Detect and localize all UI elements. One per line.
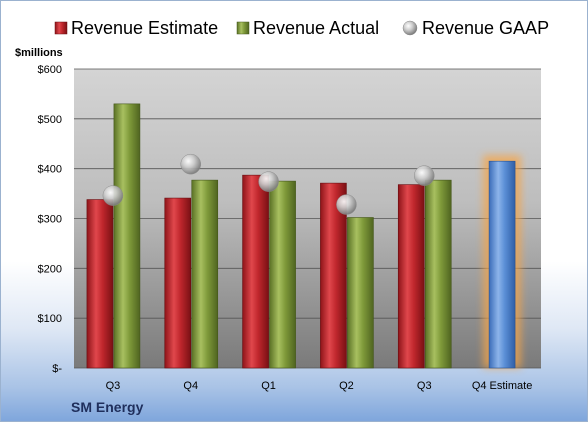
legend-swatch-estimate	[54, 21, 68, 35]
unit-label: $millions	[15, 47, 63, 59]
bar-revenue-estimate	[397, 184, 425, 369]
bar-revenue-actual	[424, 179, 452, 369]
gridlines	[74, 68, 541, 369]
bar-revenue-actual	[191, 179, 219, 369]
y-tick-label: $100	[38, 313, 62, 325]
legend-item-actual: Revenue Actual	[236, 18, 379, 38]
bar-revenue-estimate	[164, 197, 192, 369]
marker-revenue-gaap	[102, 185, 124, 206]
gaap-markers	[102, 153, 435, 215]
marker-revenue-gaap	[414, 165, 435, 186]
legend: Revenue Estimate Revenue Actual Revenue …	[54, 18, 549, 38]
y-tick-label: $200	[38, 263, 62, 275]
marker-revenue-gaap	[258, 171, 279, 192]
y-tick-label: $-	[52, 363, 62, 375]
legend-swatch-actual	[236, 21, 250, 35]
y-tick-label: $500	[38, 114, 62, 126]
bar-highlight-estimate	[488, 160, 516, 369]
legend-label-estimate: Revenue Estimate	[71, 18, 218, 38]
company-name: SM Energy	[71, 399, 144, 415]
x-category-label: Q2	[339, 380, 354, 392]
x-category-label: Q4 Estimate	[472, 380, 533, 392]
y-axis-ticks: $- $100 $200 $300 $400 $500 $600	[38, 64, 63, 375]
x-category-label: Q3	[106, 380, 121, 392]
bar-revenue-actual	[347, 217, 374, 369]
legend-label-gaap: Revenue GAAP	[422, 18, 549, 38]
bar-revenue-estimate	[242, 174, 269, 369]
legend-item-gaap: Revenue GAAP	[402, 18, 549, 38]
marker-revenue-gaap	[180, 153, 201, 175]
x-axis-labels: Q3 Q4 Q1 Q2 Q3 Q4 Estimate	[106, 380, 533, 392]
legend-marker-gaap	[402, 20, 418, 36]
legend-item-estimate: Revenue Estimate	[54, 18, 218, 38]
x-category-label: Q4	[183, 380, 198, 392]
y-tick-label: $300	[38, 214, 62, 226]
bar-revenue-actual	[113, 103, 141, 369]
bar-revenue-estimate	[86, 199, 114, 369]
legend-label-actual: Revenue Actual	[253, 18, 379, 38]
x-category-label: Q3	[417, 380, 432, 392]
y-tick-label: $600	[38, 64, 62, 76]
y-tick-label: $400	[38, 164, 62, 176]
bar-revenue-estimate	[320, 182, 347, 369]
x-category-label: Q1	[261, 380, 276, 392]
bar-revenue-actual	[269, 180, 296, 369]
bars	[86, 103, 522, 369]
marker-revenue-gaap	[336, 194, 357, 215]
